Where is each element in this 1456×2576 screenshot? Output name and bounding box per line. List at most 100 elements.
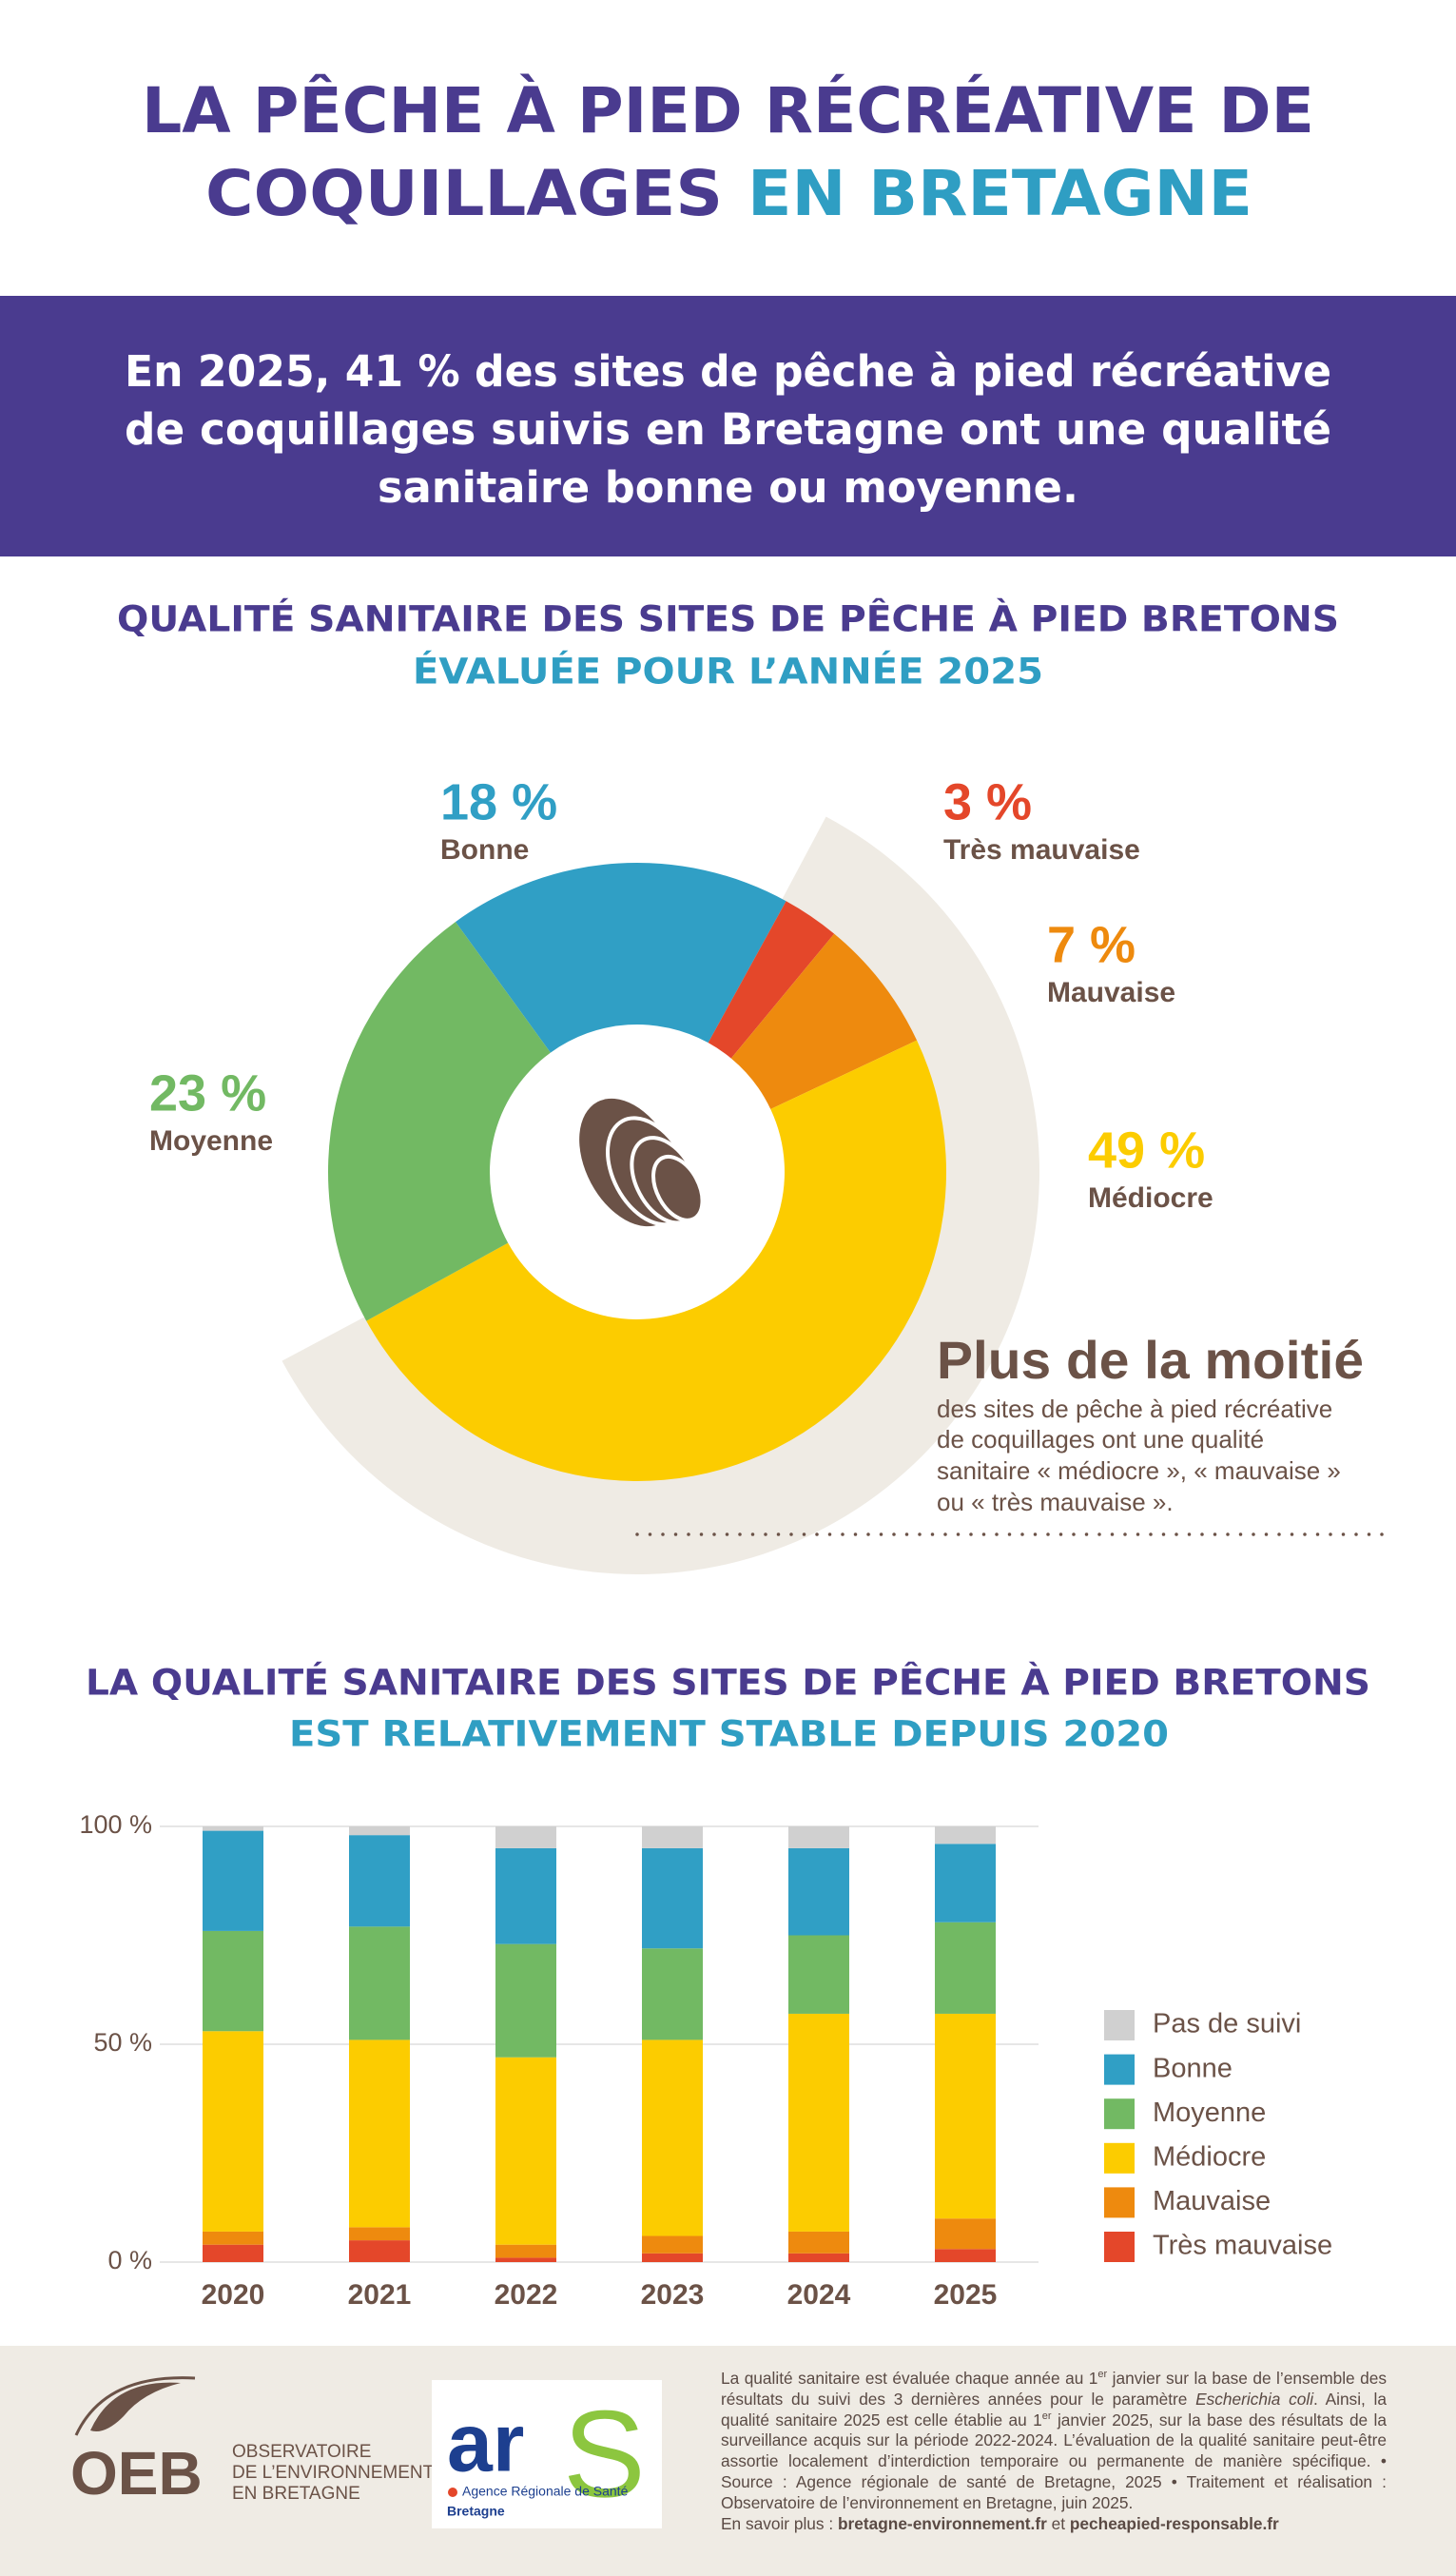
note-text: La qualité sanitaire est évaluée chaque … — [721, 2369, 1098, 2388]
slice-category-label: Mauvaise — [1047, 977, 1175, 1008]
note-sup: er — [1097, 2369, 1108, 2381]
bar-segment — [788, 2013, 849, 2232]
slice-value-label: 3 % — [943, 773, 1032, 830]
ars-name: Agence Régionale de Santé — [462, 2484, 629, 2499]
y-tick-label: 100 % — [79, 1810, 152, 1839]
chart-title: QUALITÉ SANITAIRE DES SITES DE PÊCHE À P… — [117, 598, 1339, 640]
note-text: et — [1046, 2513, 1070, 2533]
chart-subtitle: EST RELATIVEMENT STABLE DEPUIS 2020 — [289, 1714, 1169, 1755]
legend-swatch — [1104, 2098, 1135, 2130]
bar-segment — [788, 1935, 849, 2014]
callout-text: de coquillages ont une qualité — [937, 1425, 1264, 1454]
ars-dot — [448, 2488, 457, 2497]
note-italic: Escherichia coli — [1195, 2389, 1314, 2409]
bar-segment — [349, 1835, 410, 1927]
legend-swatch — [1104, 2232, 1135, 2262]
ars-region: Bretagne — [447, 2504, 505, 2519]
bar-segment — [203, 1826, 263, 1831]
bar-segment — [935, 1826, 996, 1844]
ars-box — [432, 2380, 662, 2528]
legend-swatch — [1104, 2142, 1135, 2174]
note-link: pecheapied-responsable.fr — [1069, 2513, 1279, 2533]
donut-slice — [708, 901, 835, 1059]
bar-segment — [203, 2231, 263, 2245]
y-tick-label: 50 % — [93, 2028, 152, 2057]
bar-segment — [203, 2244, 263, 2262]
slice-category-label: Moyenne — [149, 1125, 273, 1157]
bar-segment — [349, 2227, 410, 2241]
legend-label: Médiocre — [1153, 2141, 1266, 2172]
bar-segment — [203, 1930, 263, 2032]
chart-subtitle: ÉVALUÉE POUR L’ANNÉE 2025 — [413, 651, 1043, 693]
donut-slice — [455, 862, 786, 1053]
shell-part — [651, 1154, 705, 1222]
callout-text: ou « très mauvaise ». — [937, 1488, 1174, 1516]
bar-segment — [495, 2244, 556, 2258]
oeb-text: OBSERVATOIRE — [232, 2442, 371, 2462]
bar-segment — [935, 2249, 996, 2262]
slice-value-label: 23 % — [149, 1064, 266, 1122]
bar-segment — [935, 1922, 996, 2014]
banner-text: sanitaire bonne ou moyenne. — [378, 462, 1078, 513]
bar-segment — [642, 1948, 703, 2040]
banner-text: de coquillages suivis en Bretagne ont un… — [125, 404, 1331, 455]
bar-segment — [495, 1847, 556, 1944]
bar-segment — [788, 1847, 849, 1936]
bar-segment — [642, 1826, 703, 1848]
legend-label: Mauvaise — [1153, 2186, 1271, 2216]
shell-icon — [579, 1098, 705, 1227]
x-tick-label: 2024 — [787, 2279, 851, 2311]
oeb-logo: OEB — [70, 2439, 203, 2508]
bar-segment — [642, 2235, 703, 2254]
bar-segment — [642, 2039, 703, 2236]
footer-bg — [0, 2346, 1456, 2576]
slice-value-label: 18 % — [440, 773, 557, 830]
title: LA PÊCHE À PIED RÉCRÉATIVE DE — [142, 73, 1314, 147]
slice-value-label: 49 % — [1088, 1122, 1205, 1179]
bar-segment — [935, 2013, 996, 2219]
bar-segment — [642, 2253, 703, 2262]
x-tick-label: 2022 — [495, 2279, 558, 2311]
legend-label: Très mauvaise — [1153, 2231, 1332, 2261]
note-link: bretagne-environnement.fr — [837, 2513, 1047, 2533]
bar-segment — [495, 2057, 556, 2245]
chart-title: LA QUALITÉ SANITAIRE DES SITES DE PÊCHE … — [86, 1662, 1370, 1704]
bar-segment — [203, 2031, 263, 2232]
bar-segment — [349, 2240, 410, 2262]
footer-note: La qualité sanitaire est évaluée chaque … — [721, 2369, 1387, 2534]
callout-text: des sites de pêche à pied récréative — [937, 1395, 1332, 1423]
ars-logo: ar — [447, 2398, 524, 2489]
slice-category-label: Médiocre — [1088, 1182, 1213, 1214]
donut-slice — [328, 922, 551, 1321]
legend-swatch — [1104, 2187, 1135, 2218]
bar-segment — [349, 1826, 410, 1836]
note-text: janvier sur la base de l’ensemble des ré… — [721, 2369, 1387, 2409]
note-text: janvier 2025, sur la base des résultats … — [721, 2410, 1388, 2512]
x-tick-label: 2025 — [934, 2279, 998, 2311]
note-sup: er — [1041, 2410, 1052, 2422]
x-tick-label: 2023 — [641, 2279, 705, 2311]
title: COQUILLAGES — [205, 157, 723, 230]
slice-value-label: 7 % — [1047, 916, 1136, 973]
oeb-arc — [74, 2376, 196, 2436]
bar-segment — [495, 1826, 556, 1848]
legend-label: Pas de suivi — [1153, 2009, 1301, 2039]
banner-text: En 2025, 41 % des sites de pêche à pied … — [125, 346, 1331, 397]
bar-segment — [642, 1847, 703, 1949]
donut-slice — [730, 933, 918, 1110]
bar-segment — [935, 1844, 996, 1922]
ars-logo-s: S — [563, 2384, 646, 2523]
bar-segment — [935, 2218, 996, 2250]
x-tick-label: 2021 — [348, 2279, 412, 2311]
bar-segment — [349, 2039, 410, 2228]
donut-slice — [366, 1040, 947, 1482]
slice-category-label: Très mauvaise — [943, 834, 1140, 866]
oeb-emblem — [90, 2382, 181, 2431]
legend-swatch — [1104, 2010, 1135, 2040]
bar-segment — [788, 1826, 849, 1848]
legend-label: Moyenne — [1153, 2098, 1266, 2128]
y-tick-label: 0 % — [107, 2246, 152, 2274]
slice-category-label: Bonne — [440, 834, 529, 866]
oeb-text: DE L’ENVIRONNEMENT — [232, 2463, 435, 2483]
